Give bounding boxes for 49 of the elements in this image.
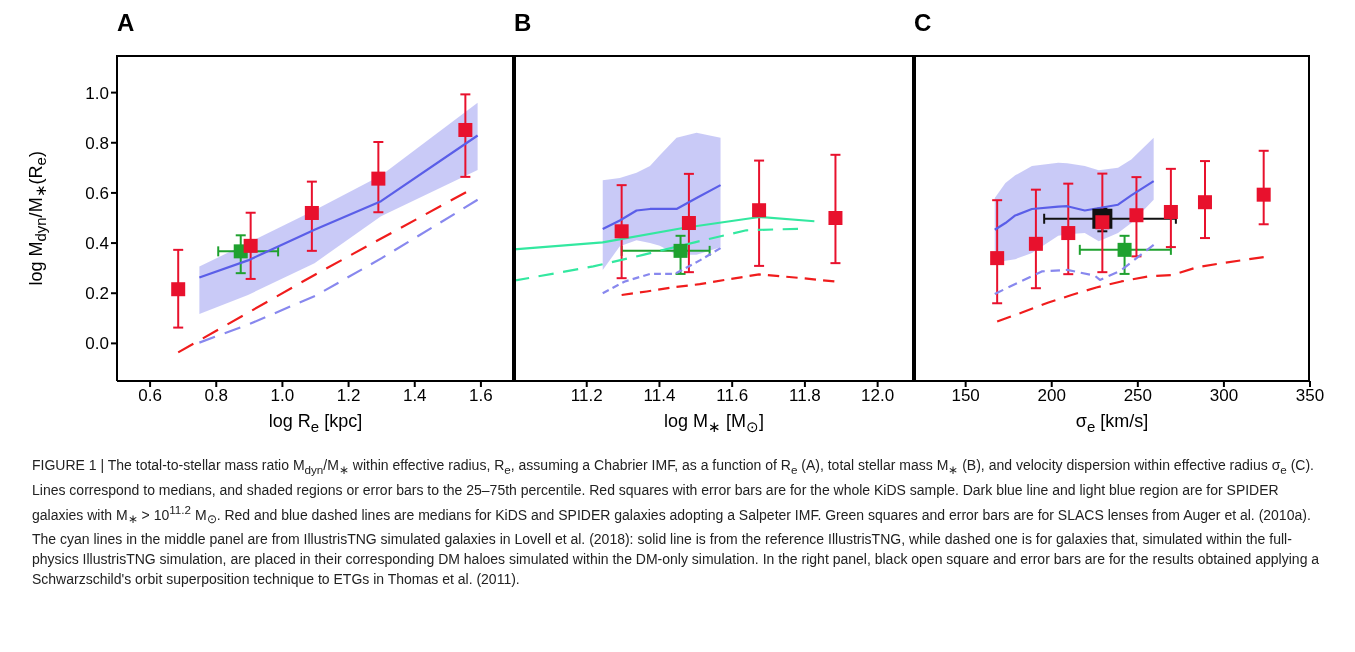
y-tick-label: 0.2 — [85, 284, 109, 304]
x-tick-label: 1.2 — [336, 386, 361, 406]
x-tick-label: 0.6 — [138, 386, 162, 406]
x-tick-label: 300 — [1209, 386, 1239, 406]
line-series — [198, 198, 479, 344]
point — [752, 203, 767, 218]
x-tick-label: 200 — [1037, 386, 1066, 406]
x-tick-label: 1.4 — [402, 386, 427, 406]
point — [171, 282, 186, 297]
x-axis-title: log R$_{e}$ [kpc] — [267, 411, 364, 435]
x-tick-label: 0.8 — [204, 386, 229, 406]
x-tick-label: 11.8 — [788, 386, 821, 406]
x-tick-label: 11.4 — [643, 386, 676, 406]
y-tick-label: 0.0 — [85, 334, 109, 354]
y-tick-label: 1.0 — [85, 83, 109, 103]
x-axis-title: log M$_{∗}$ [M$_{⊙}$] — [663, 411, 765, 436]
point — [990, 251, 1005, 266]
point — [1197, 195, 1212, 210]
x-tick-label: 11.2 — [570, 386, 603, 406]
point — [1256, 187, 1271, 202]
point — [243, 238, 258, 253]
point — [1129, 208, 1144, 223]
y-tick-label: 0.6 — [85, 183, 109, 203]
x-tick-label: 12.0 — [861, 386, 895, 406]
y-tick-label: 0.4 — [85, 234, 109, 254]
x-tick-label: 250 — [1123, 386, 1153, 406]
x-tick-label: 1.6 — [469, 386, 493, 406]
x-tick-label: 150 — [951, 386, 980, 406]
y-tick-label: 0.8 — [85, 133, 109, 153]
point — [1028, 236, 1043, 251]
x-axis-title: σ$_{e}$ [km/s] — [1074, 411, 1150, 435]
point — [1117, 242, 1132, 257]
x-tick-label: 11.6 — [716, 386, 749, 406]
point — [681, 216, 696, 231]
point — [828, 211, 843, 225]
line-series — [198, 134, 479, 279]
point — [304, 205, 319, 220]
point — [1163, 204, 1178, 219]
x-tick-label: 1.0 — [270, 386, 295, 406]
chart-title: A — [116, 8, 136, 38]
x-tick-label: 350 — [1295, 386, 1325, 406]
point — [1061, 226, 1076, 241]
point — [371, 171, 386, 186]
point — [614, 224, 629, 239]
point — [458, 122, 473, 137]
chart-title: C — [914, 8, 933, 38]
text: FIGURE 1 | The total-to-stellar mass ratio M$_{dyn}$/M$_{∗}$ within effective radius, R$_{e}$, assuming a Chabrier IMF, as a function of R$_{e}$ (A), total stellar mass M$_{∗}$ (B), and velocity dispersion within effective radius σ$_{e}$ (C). Lines correspond to medians, and shaded regions or error bars to the 25–75th percentile. Red squares with error bars are for the whole KiDS sample. Dark blue line and light blue region are for SPIDER galaxies with M$_{∗}$ > 10$^{11.2}$ M$_{⊙}$. Red and blue dashed lines are medians for KiDS and SPIDER galaxies adopting a Salpeter IMF. Green squares and error bars are for SLACS lenses from Auger et al. (2010a). The cyan lines in the middle panel are from IllustrisTNG simulated galaxies in Lovell et al. (2018): solid line is from the reference IllustrisTNG, while dashed one is for galaxies that, simulated within the full-physics IllustrisTNG simulation, are placed in their corresponding DM haloes simulated within the DM-only simulation. In the right panel, black open square and error bars are for the results obtained applying a Schwarzschild's orbit superposition technique to ETGs in Thomas et al. (2011). — [32, 457, 1320, 588]
point — [673, 243, 688, 258]
chart-title: B — [514, 8, 533, 38]
